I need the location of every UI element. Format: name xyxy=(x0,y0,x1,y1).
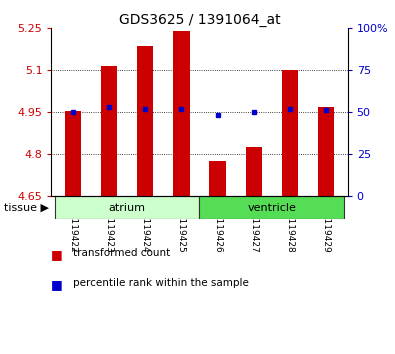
Title: GDS3625 / 1391064_at: GDS3625 / 1391064_at xyxy=(118,13,280,27)
Text: tissue ▶: tissue ▶ xyxy=(4,202,49,212)
Bar xyxy=(137,46,153,196)
Bar xyxy=(246,147,262,196)
Text: ■: ■ xyxy=(51,248,63,261)
Text: transformed count: transformed count xyxy=(73,248,170,258)
Bar xyxy=(199,195,344,219)
Bar xyxy=(209,161,226,196)
Bar xyxy=(65,110,81,196)
Bar xyxy=(318,107,334,196)
Text: percentile rank within the sample: percentile rank within the sample xyxy=(73,278,249,288)
Bar xyxy=(282,70,298,196)
Text: ventricle: ventricle xyxy=(247,202,296,212)
Bar xyxy=(101,66,117,196)
Text: ■: ■ xyxy=(51,278,63,291)
Bar xyxy=(173,31,190,196)
Bar xyxy=(55,195,199,219)
Text: atrium: atrium xyxy=(109,202,146,212)
